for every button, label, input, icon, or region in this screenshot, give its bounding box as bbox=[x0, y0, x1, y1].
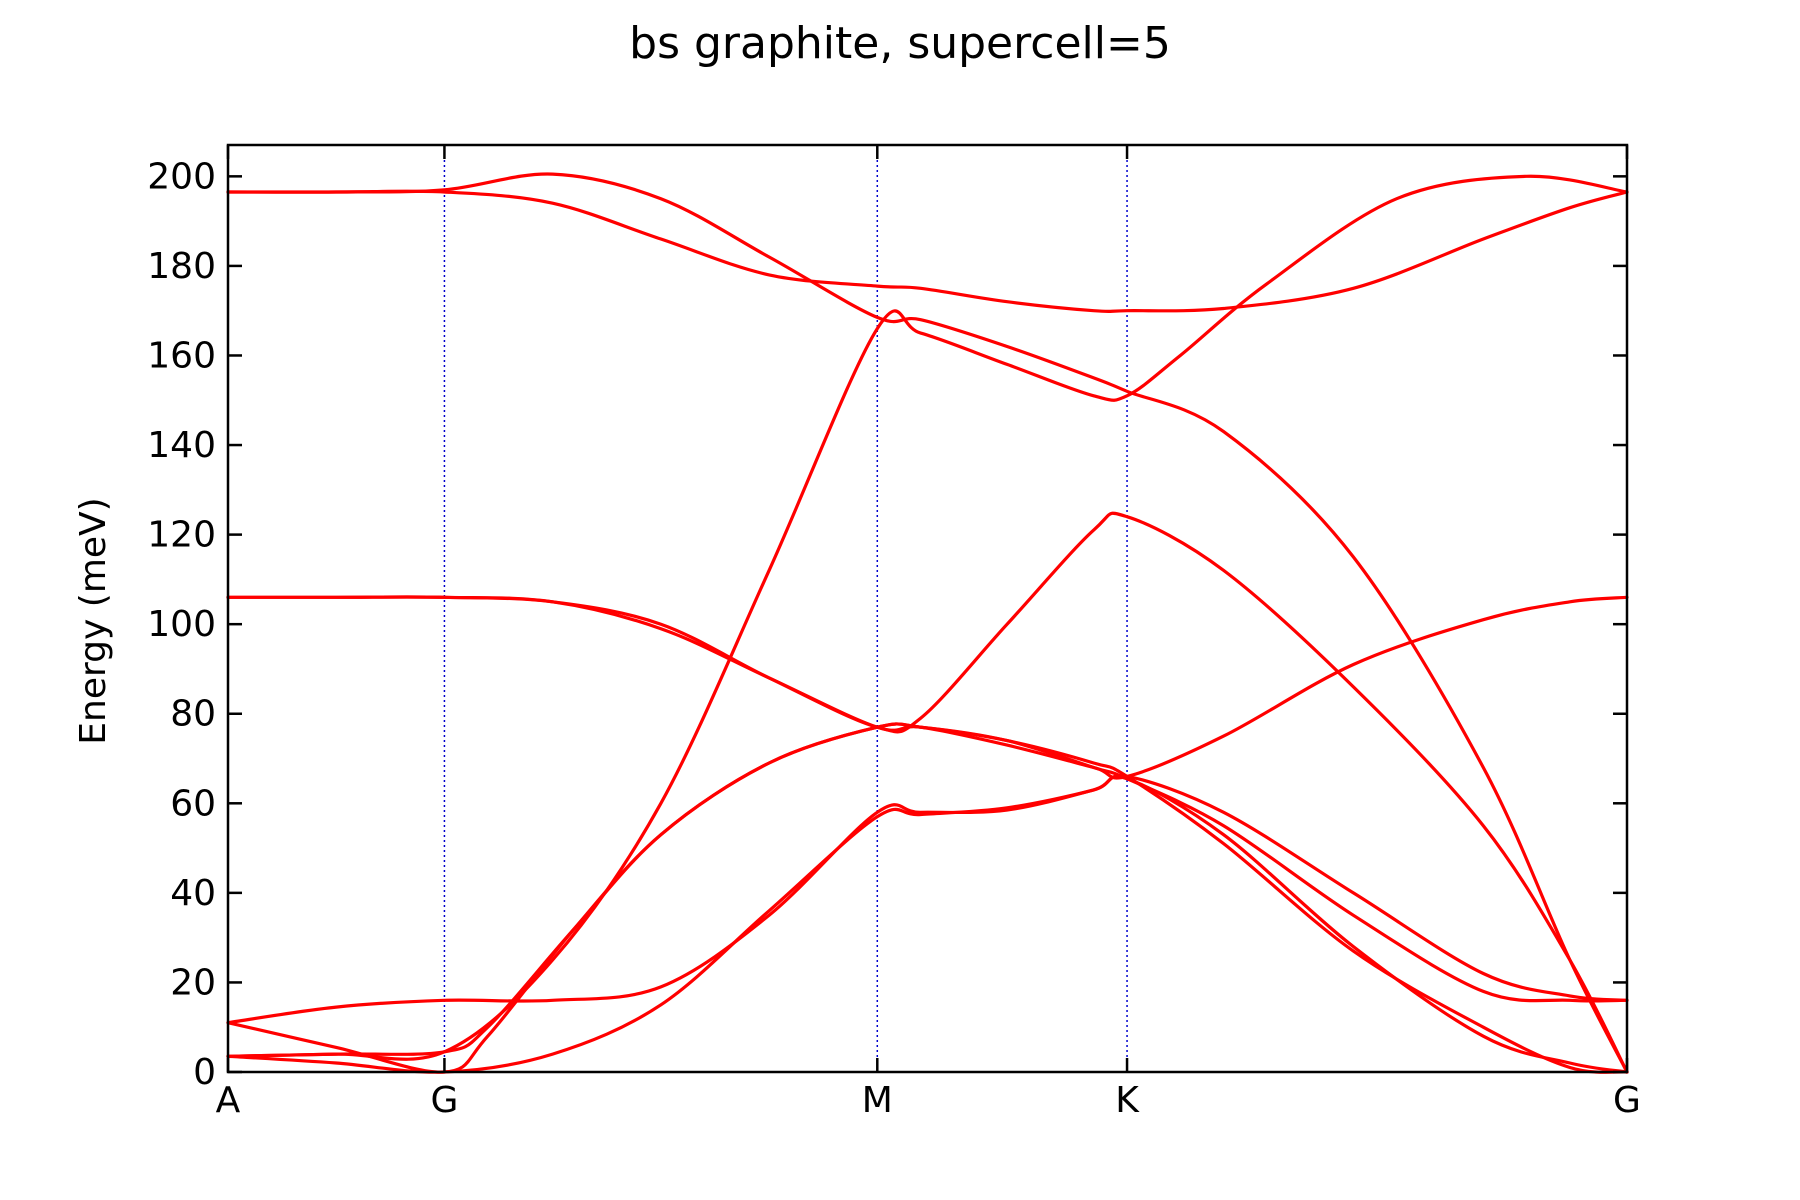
y-tick-label: 20 bbox=[170, 962, 216, 1003]
y-tick-label: 160 bbox=[147, 335, 216, 376]
y-tick-label: 140 bbox=[147, 425, 216, 466]
phonon-band-6 bbox=[226, 722, 1629, 1074]
phonon-band-8 bbox=[226, 774, 1629, 1074]
y-tick-label: 60 bbox=[170, 783, 216, 824]
plot-frame bbox=[226, 143, 1629, 1074]
y-axis-ticks: 0 20 40 60 80 100 120 140 160 180 200 bbox=[147, 156, 1627, 1093]
band-lines bbox=[226, 172, 1629, 1074]
y-axis-label: Energy (meV) bbox=[73, 497, 114, 744]
high-symmetry-lines bbox=[443, 145, 1128, 1072]
y-tick-label: 100 bbox=[147, 604, 216, 645]
chart-title: bs graphite, supercell=5 bbox=[629, 18, 1171, 69]
x-tick-label-g: G bbox=[1613, 1080, 1641, 1121]
phonon-band-2 bbox=[226, 189, 1629, 314]
phonon-band-5 bbox=[226, 595, 1629, 780]
y-tick-label: 40 bbox=[170, 873, 216, 914]
y-tick-label: 80 bbox=[170, 694, 216, 735]
x-tick-label-m: M bbox=[862, 1080, 893, 1121]
y-tick-label: 120 bbox=[147, 515, 216, 556]
x-tick-label-g: G bbox=[430, 1080, 458, 1121]
phonon-band-9 bbox=[226, 774, 1629, 1074]
y-tick-label: 200 bbox=[147, 156, 216, 197]
y-tick-label: 0 bbox=[193, 1052, 216, 1093]
phonon-band-7 bbox=[226, 722, 1629, 1058]
x-tick-label-a: A bbox=[216, 1080, 241, 1121]
x-tick-label-k: K bbox=[1115, 1080, 1140, 1121]
phonon-band-1 bbox=[226, 174, 1629, 1061]
y-tick-label: 180 bbox=[147, 246, 216, 287]
phonon-band-3 bbox=[226, 172, 1629, 1074]
